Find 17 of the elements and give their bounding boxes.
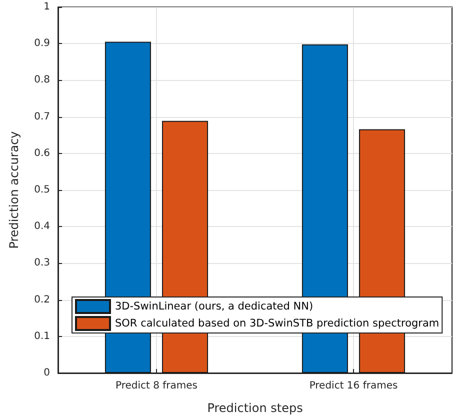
y-tick-label: 0.7 <box>34 111 50 122</box>
y-tick-label: 0.2 <box>34 294 50 306</box>
legend-label: SOR calculated based on 3D-SwinSTB prediction spectrogram <box>115 318 440 330</box>
y-tick-label: 0.4 <box>34 221 50 232</box>
x-tick-label: Predict 16 frames <box>309 380 398 392</box>
y-tick-label: 0.8 <box>34 74 50 86</box>
y-tick-label: 0 <box>44 368 50 378</box>
x-tick-label: Predict 8 frames <box>115 380 198 392</box>
legend-label: 3D-SwinLinear (ours, a dedicated NN) <box>115 300 314 312</box>
y-axis-title: Prediction accuracy <box>7 131 21 249</box>
y-tick-label: 0.9 <box>34 38 50 50</box>
y-tick-label: 1 <box>44 2 50 12</box>
x-axis-title: Prediction steps <box>207 401 303 415</box>
y-tick-label: 0.1 <box>34 330 50 342</box>
y-tick-label: 0.3 <box>34 258 50 269</box>
y-tick-label: 0.6 <box>34 148 50 159</box>
y-tick-label: 0.5 <box>34 184 50 196</box>
